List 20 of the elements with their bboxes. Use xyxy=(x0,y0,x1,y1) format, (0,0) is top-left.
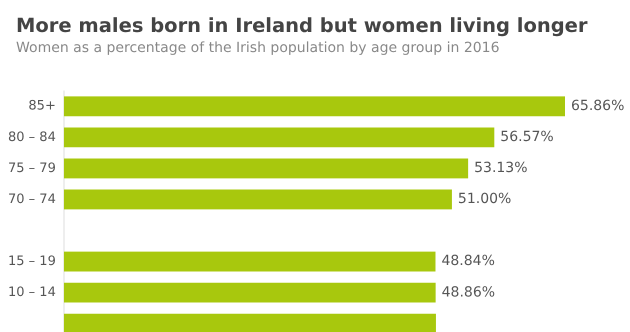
y-tick-label: 85+ xyxy=(28,98,56,114)
chart-subtitle: Women as a percentage of the Irish population by age group in 2016 xyxy=(16,40,500,56)
data-label: 53.13% xyxy=(474,160,528,176)
y-tick-label: 15 – 19 xyxy=(8,254,56,269)
bar xyxy=(64,282,436,303)
bar xyxy=(64,96,565,116)
data-label: 56.57% xyxy=(500,129,554,146)
y-tick-label: 80 – 84 xyxy=(8,130,56,145)
data-label: 48.86% xyxy=(442,284,496,300)
bar xyxy=(64,127,494,148)
y-tick-label: 10 – 14 xyxy=(8,285,56,300)
y-tick-label: 75 – 79 xyxy=(8,160,56,176)
data-label: 48.84% xyxy=(441,253,495,270)
data-label: 51.00% xyxy=(458,191,512,208)
bar xyxy=(64,252,436,272)
chart-title: More males born in Ireland but women living longer xyxy=(16,14,588,37)
y-tick-label: 70 – 74 xyxy=(8,192,56,207)
bar xyxy=(64,158,468,178)
bar xyxy=(64,190,452,210)
data-label: 65.86% xyxy=(571,98,624,114)
